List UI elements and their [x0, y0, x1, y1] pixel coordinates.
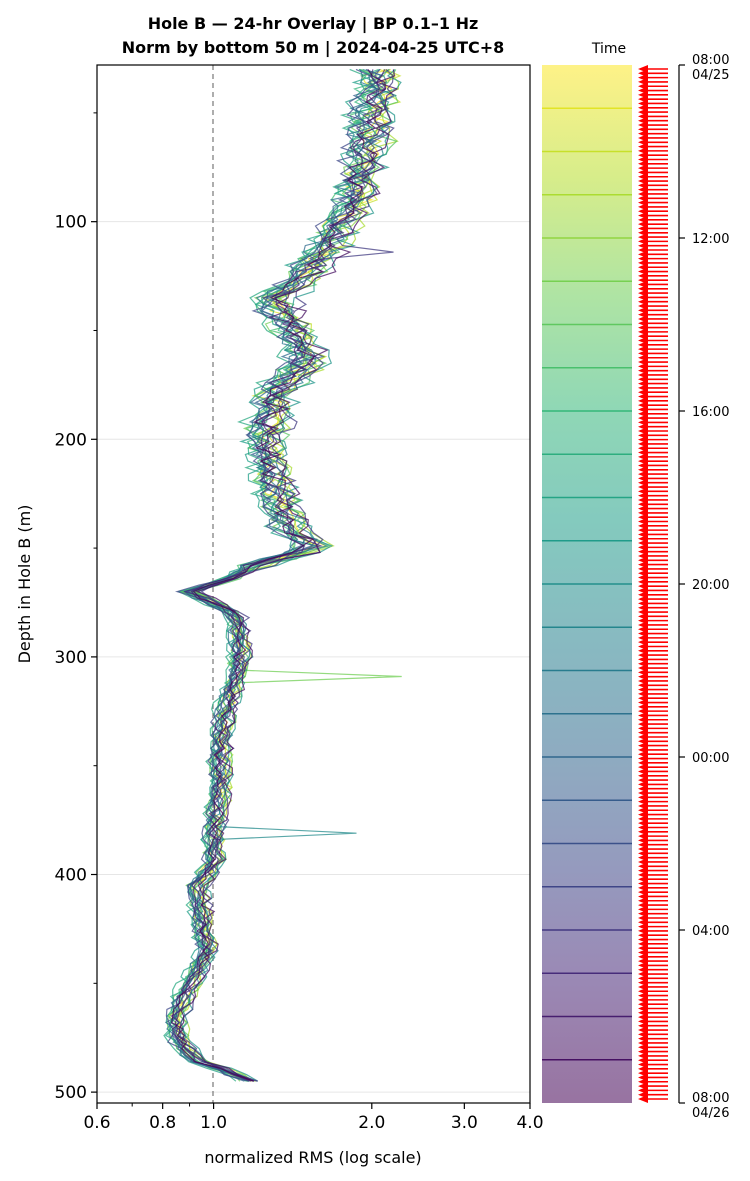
- colorbar: Time 08:00 04/25 12:00 16:00 20:00 00:00 04:00…: [542, 41, 729, 1121]
- chart-subtitle: Norm by bottom 50 m | 2024-04-25 UTC+8: [121, 38, 505, 57]
- y-tick-label-1: 200: [55, 430, 87, 450]
- x-tick-label-3: 2.0: [358, 1113, 385, 1133]
- colorbar-tick-label-0: 08:00 04/25: [692, 53, 729, 83]
- y-tick-label-4: 500: [55, 1083, 87, 1103]
- colorbar-ticks: 08:00 04/25 12:00 16:00 20:00 00:00 04:00 08:00…: [679, 53, 729, 1121]
- colorbar-bands: [542, 107, 632, 1061]
- trace-22: [177, 69, 399, 1082]
- trace-23: [171, 69, 387, 1082]
- x-tick-label-2: 1.0: [200, 1113, 227, 1133]
- colorbar-tick-label-5: 04:00: [692, 924, 729, 939]
- trace-group: [163, 68, 402, 1082]
- colorbar-tick-label-1: 12:00: [692, 232, 729, 247]
- time-arrow-239: [638, 1095, 668, 1103]
- y-axis: 100 200 300 400 500: [55, 112, 97, 1103]
- grid-lines: [97, 221, 530, 1093]
- trace-19: [178, 68, 395, 1082]
- x-tick-label-1: 0.8: [149, 1113, 176, 1133]
- x-tick-label-4: 3.0: [451, 1113, 478, 1133]
- x-tick-label-5: 4.0: [516, 1113, 543, 1133]
- colorbar-tick-label-3: 20:00: [692, 578, 729, 593]
- plot-area: [96, 64, 531, 1104]
- x-axis-label: normalized RMS (log scale): [204, 1148, 421, 1167]
- colorbar-tick-label-2: 16:00: [692, 405, 729, 420]
- y-tick-label-0: 100: [55, 213, 87, 233]
- y-tick-label-3: 400: [55, 866, 87, 886]
- trace-21: [174, 69, 386, 1082]
- chart-title: Hole B — 24-hr Overlay | BP 0.1–1 Hz: [147, 14, 479, 33]
- y-axis-label: Depth in Hole B (m): [15, 505, 34, 664]
- colorbar-label: Time: [591, 41, 626, 57]
- chart-title-block: Hole B — 24-hr Overlay | BP 0.1–1 Hz Nor…: [60, 12, 566, 60]
- time-markers: [638, 65, 668, 1103]
- x-axis: 0.6 0.8 1.0 2.0 3.0 4.0: [83, 1103, 544, 1133]
- colorbar-tick-label-4: 00:00: [692, 751, 729, 766]
- y-tick-label-2: 300: [55, 648, 87, 668]
- colorbar-tick-label-6: 08:00 04/26: [692, 1091, 729, 1121]
- x-tick-label-0: 0.6: [83, 1113, 110, 1133]
